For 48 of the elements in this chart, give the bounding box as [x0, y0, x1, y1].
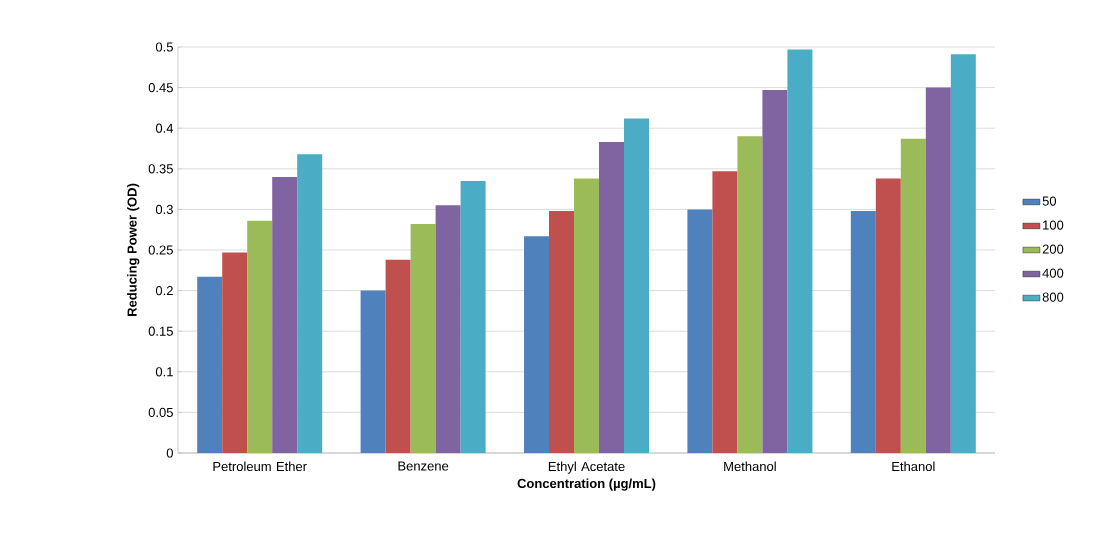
x-tick-label: Ethyl Acetate: [548, 461, 625, 474]
y-tick-label: 0.35: [148, 164, 173, 174]
y-tick-label: 0.45: [148, 83, 173, 93]
bar: [950, 54, 976, 453]
x-tick-label: Benzene: [398, 461, 449, 471]
bar: [272, 176, 298, 453]
x-tick-label: Petroleum Ether: [213, 461, 307, 472]
bar: [435, 205, 461, 453]
bar: [197, 276, 223, 453]
bar: [900, 138, 926, 453]
bar: [762, 90, 788, 453]
x-tick-label: Methanol: [724, 461, 776, 472]
bar: [599, 142, 624, 453]
y-tick-label: 0.1: [155, 367, 173, 377]
legend-label: 100: [1043, 220, 1064, 230]
bar: [787, 49, 813, 453]
bar: [925, 87, 951, 453]
bar: [222, 252, 248, 453]
bar: [460, 180, 486, 453]
legend-label: 800: [1042, 292, 1064, 302]
bar: [850, 211, 876, 453]
bar: [524, 236, 549, 453]
bar: [712, 171, 738, 453]
bar: [875, 178, 901, 453]
bar: [410, 224, 436, 453]
y-tick-label: 0.25: [148, 245, 173, 255]
legend-label: 200: [1042, 244, 1064, 254]
bar: [549, 211, 574, 453]
y-tick-label: 0: [166, 448, 173, 458]
y-tick-label: 0.4: [155, 123, 174, 133]
legend-label: 50: [1042, 196, 1057, 206]
bar: [360, 290, 386, 453]
bar: [297, 154, 323, 453]
bar: [247, 220, 273, 453]
y-tick-label: 0.15: [148, 326, 173, 336]
bar: [574, 178, 599, 453]
x-tick-label: Ethanol: [892, 461, 935, 472]
x-axis-title: Concentration (µg/mL): [517, 478, 656, 491]
y-axis-title: Reducing Power (OD): [127, 183, 140, 316]
y-tick-label: 0.2: [155, 286, 173, 296]
legend-label: 400: [1042, 268, 1064, 278]
bar: [385, 259, 411, 453]
y-tick-label: 0.3: [155, 204, 173, 214]
y-tick-label: 0.05: [148, 407, 173, 417]
bar: [624, 118, 649, 453]
bar: [737, 136, 763, 453]
y-tick-label: 0.5: [155, 42, 173, 52]
bar: [687, 209, 713, 453]
